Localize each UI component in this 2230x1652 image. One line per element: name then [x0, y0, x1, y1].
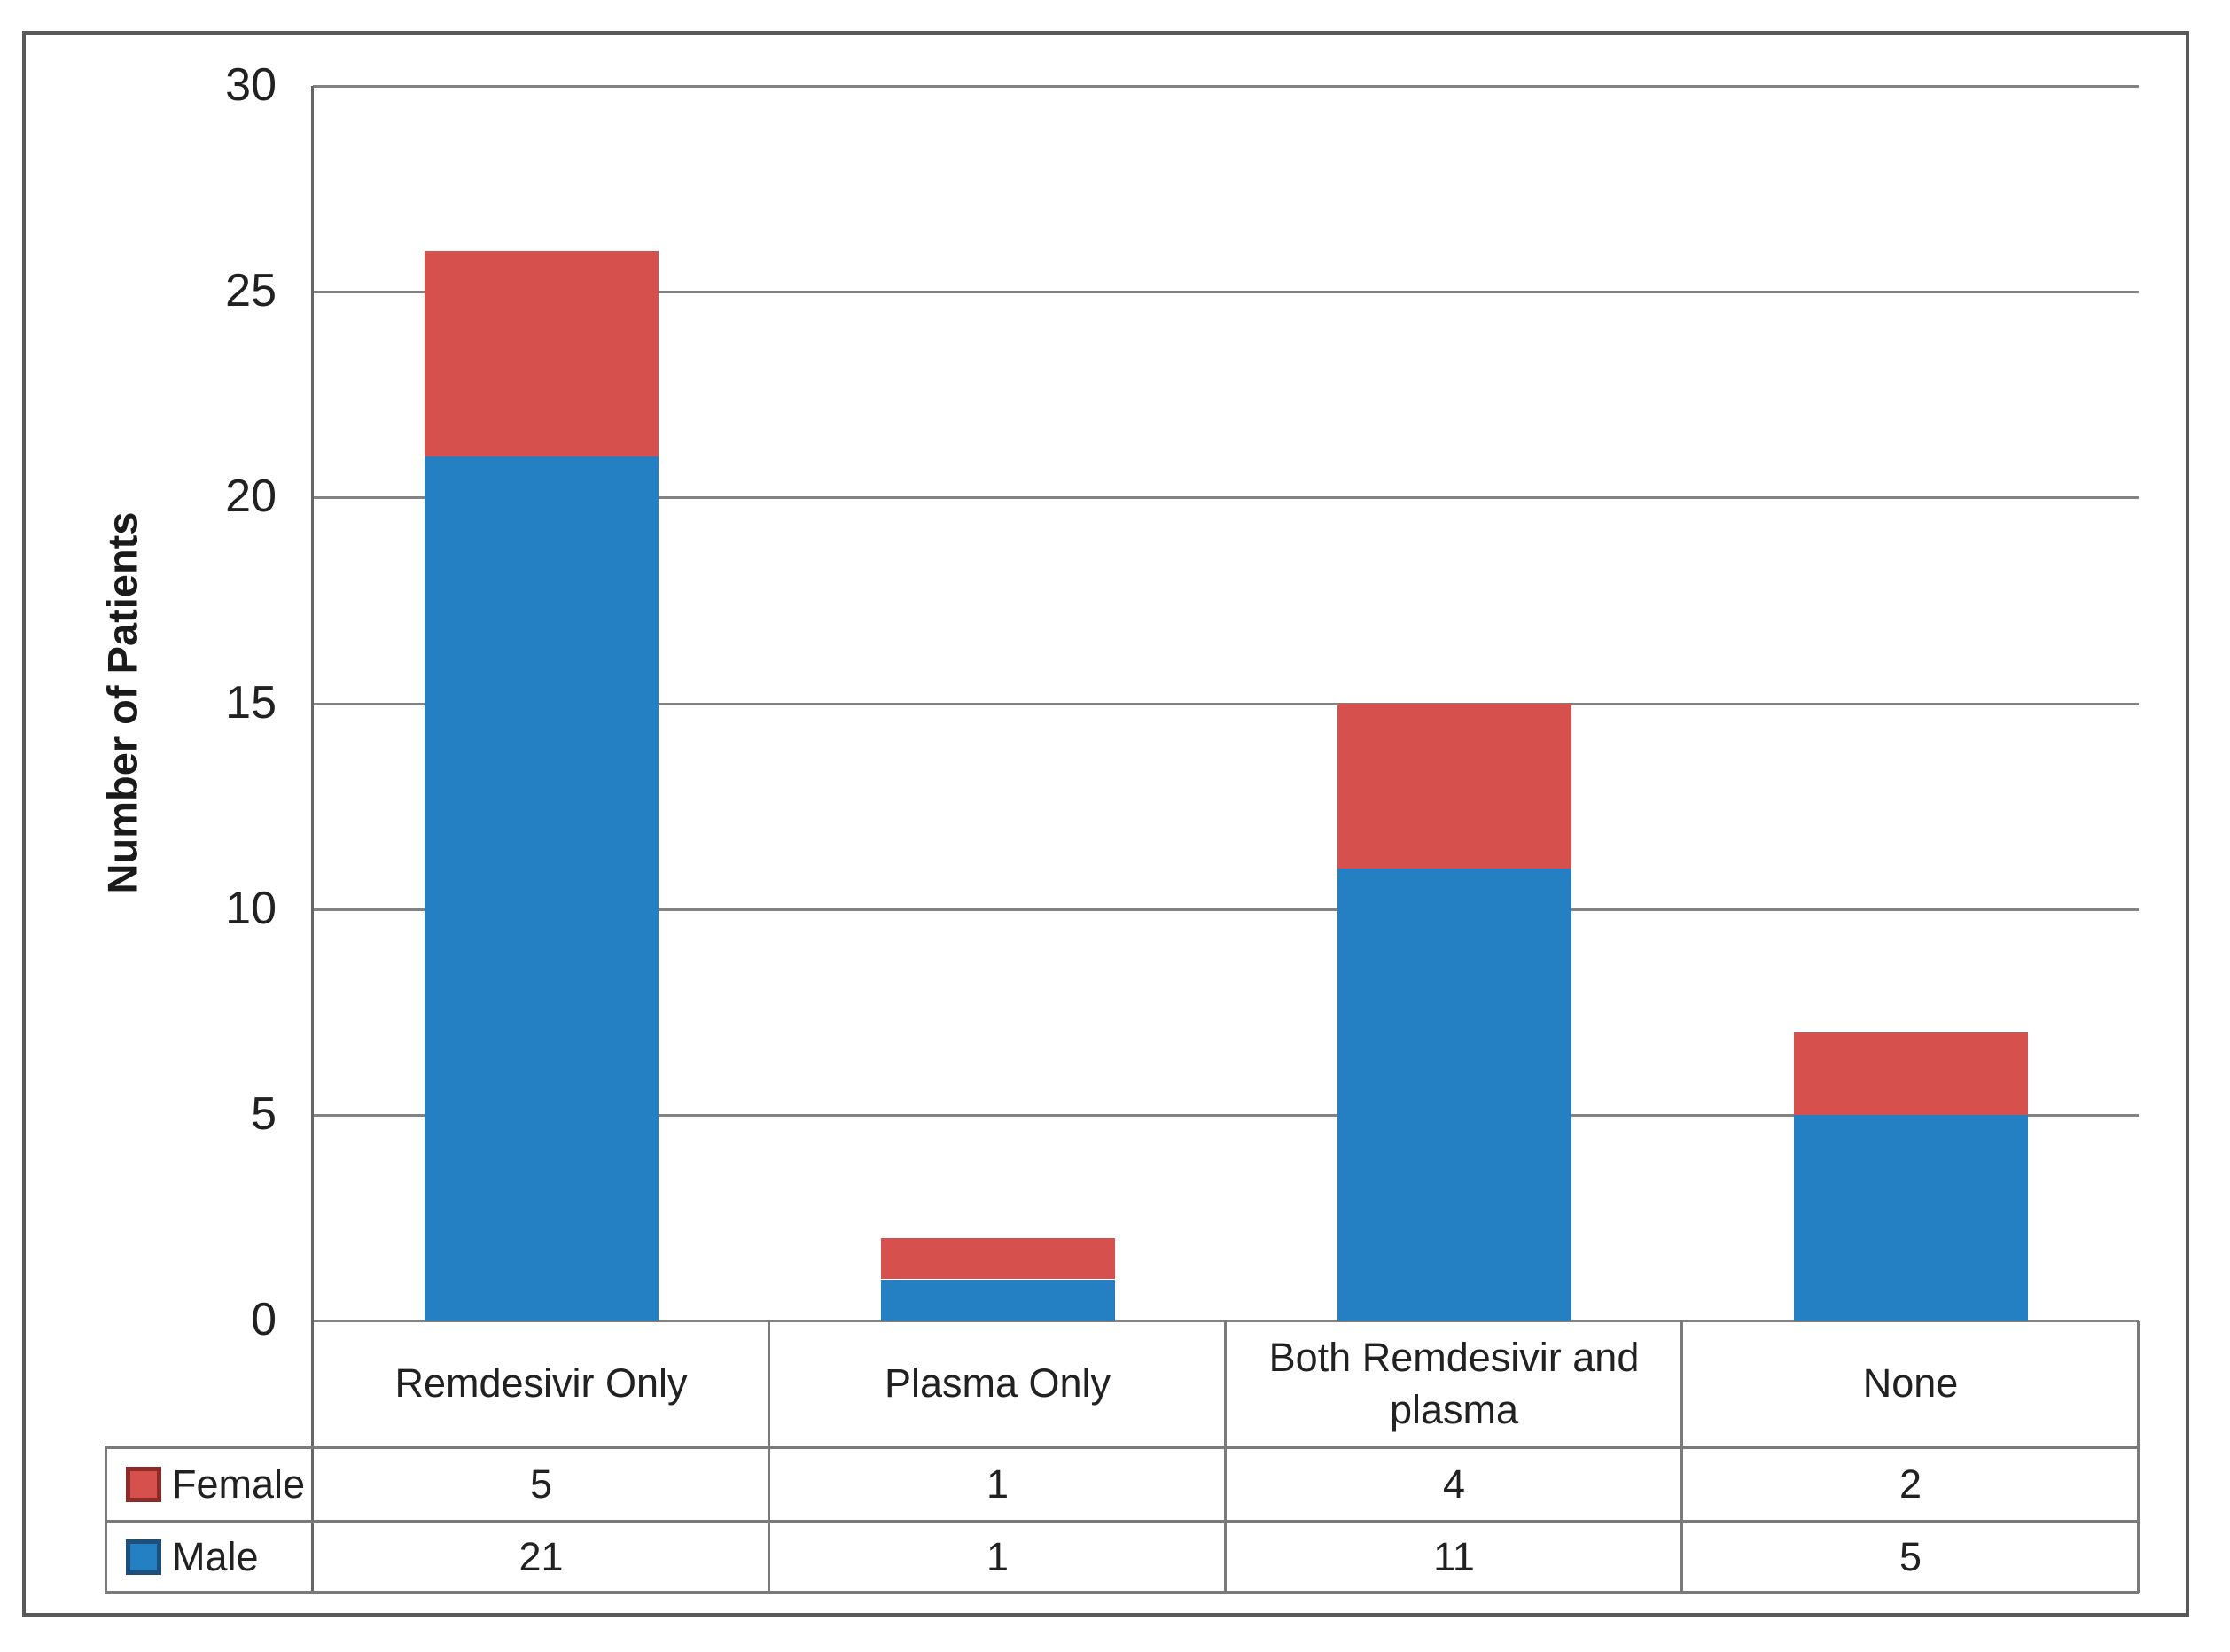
table-value-cell: 11: [1433, 1533, 1475, 1579]
table-value-cell: 1: [986, 1461, 1010, 1507]
table-value-cell: 1: [986, 1533, 1010, 1579]
legend-cell-female: Female: [105, 1447, 313, 1522]
y-tick-label: 0: [251, 1293, 277, 1345]
legend-label: Male: [172, 1534, 259, 1579]
gridline: [313, 703, 2139, 705]
legend-label: Female: [172, 1461, 306, 1507]
category-header-cell: Both Remdesivir and plasma: [1268, 1335, 1640, 1432]
bar-segment-female-1: [881, 1238, 1115, 1279]
female-legend-swatch-icon: [126, 1467, 161, 1502]
table-row-border: [105, 1520, 2139, 1523]
table-value-cell: 5: [1899, 1533, 1922, 1579]
table-row-border: [105, 1591, 2139, 1594]
y-tick-label: 30: [225, 58, 277, 111]
figure-border: [22, 31, 2189, 1617]
category-header-cell: None: [1862, 1360, 1959, 1407]
y-tick-label: 25: [225, 264, 277, 316]
table-row-border: [105, 1446, 2139, 1449]
table-column-divider: [768, 1321, 770, 1593]
bar-segment-male-0: [425, 456, 659, 1321]
legend-cell-male: Male: [105, 1522, 313, 1593]
category-header-cell: Plasma Only: [884, 1360, 1111, 1407]
gridline: [313, 496, 2139, 499]
y-tick-label: 15: [225, 676, 277, 729]
bar-segment-female-0: [425, 251, 659, 456]
category-header-cell: Remdesivir Only: [394, 1360, 688, 1407]
table-value-cell: 4: [1442, 1461, 1466, 1507]
bar-segment-female-2: [1337, 704, 1571, 869]
y-tick-label: 10: [225, 882, 277, 934]
table-column-divider: [2137, 1321, 2140, 1593]
bar-segment-male-2: [1337, 868, 1571, 1321]
table-value-cell: 21: [519, 1533, 564, 1579]
bar-segment-male-3: [1794, 1115, 2028, 1321]
table-column-divider: [1680, 1321, 1683, 1593]
table-column-divider: [1224, 1321, 1227, 1593]
gridline: [313, 908, 2139, 911]
gridline: [313, 291, 2139, 293]
gridline: [313, 85, 2139, 88]
table-value-cell: 5: [529, 1461, 553, 1507]
y-tick-label: 5: [251, 1087, 277, 1140]
y-tick-label: 20: [225, 470, 277, 522]
gridline: [313, 1114, 2139, 1117]
y-axis-line: [311, 86, 314, 1593]
male-legend-swatch-icon: [126, 1539, 161, 1575]
bar-segment-female-3: [1794, 1032, 2028, 1115]
table-value-cell: 2: [1899, 1461, 1922, 1507]
bar-segment-male-1: [881, 1280, 1115, 1321]
